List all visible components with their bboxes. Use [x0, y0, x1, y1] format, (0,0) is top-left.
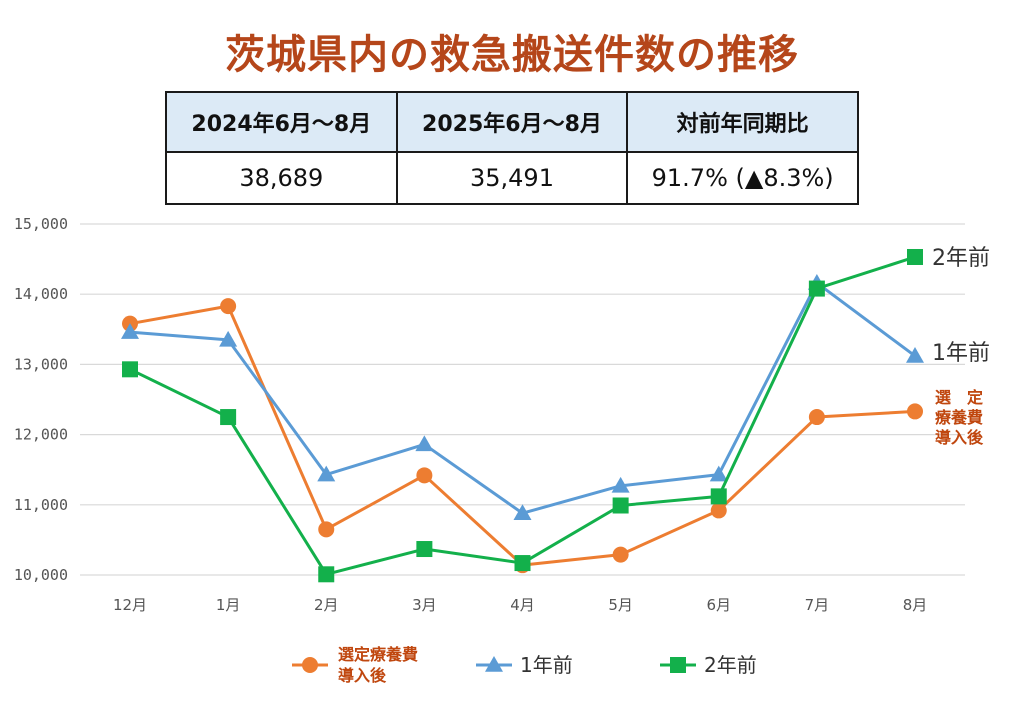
- summary-header-2025: 2025年6月～8月: [395, 91, 629, 153]
- data-point-circle: [416, 467, 433, 484]
- x-axis-ticks: 12月 1月 2月 3月 4月 5月 6月 7月 8月: [113, 596, 927, 614]
- legend-label-1year: 1年前: [520, 653, 573, 677]
- data-point-circle: [808, 409, 825, 426]
- data-point-circle: [220, 298, 237, 315]
- summary-header-ratio: 対前年同期比: [626, 91, 859, 153]
- summary-value-ratio: 91.7% (▲8.3%): [626, 151, 859, 205]
- data-point-triangle: [513, 504, 532, 520]
- summary-table: 2024年6月～8月 2025年6月～8月 対前年同期比 38,689 35,4…: [165, 91, 859, 205]
- data-point-square: [670, 657, 686, 673]
- data-point-circle: [318, 521, 335, 538]
- data-point-square: [808, 280, 825, 297]
- legend-label-after-introduction: 選定療養費: [338, 645, 418, 664]
- end-label-1year: 1年前: [932, 341, 990, 366]
- data-point-triangle: [415, 435, 434, 452]
- data-point-square: [612, 497, 629, 514]
- x-tick-label: 5月: [608, 596, 633, 614]
- data-point-square: [514, 555, 531, 572]
- series-line: [129, 281, 916, 515]
- end-label-after-introduction: 選 定: [935, 388, 983, 407]
- x-tick-label: 3月: [412, 596, 437, 614]
- data-point-triangle: [317, 465, 336, 482]
- end-label-2years: 2年前: [932, 246, 990, 271]
- y-axis-ticks: 10,000 11,000 12,000 13,000 14,000 15,000: [14, 215, 68, 584]
- data-point-triangle: [709, 465, 728, 482]
- data-point-triangle: [121, 323, 139, 339]
- series-line: [129, 255, 916, 576]
- end-label-after-introduction: 療養費: [935, 408, 983, 427]
- summary-value-row: 38,689 35,491 91.7% (▲8.3%): [165, 151, 859, 205]
- y-tick-label: 12,000: [14, 426, 68, 444]
- x-tick-label: 8月: [903, 596, 928, 614]
- series-circle: [122, 298, 923, 574]
- data-point-circle: [907, 403, 923, 420]
- y-tick-label: 15,000: [14, 215, 68, 233]
- data-point-circle: [612, 546, 629, 563]
- x-tick-label: 12月: [113, 596, 147, 614]
- data-point-circle: [302, 657, 318, 673]
- data-point-triangle: [611, 476, 630, 493]
- end-label-after-introduction: 導入後: [935, 428, 984, 447]
- x-tick-label: 4月: [510, 596, 535, 614]
- summary-value-2024: 38,689: [165, 151, 398, 205]
- series-line: [129, 304, 916, 567]
- y-tick-label: 11,000: [14, 496, 68, 514]
- x-tick-label: 1月: [216, 596, 241, 614]
- data-point-square: [122, 361, 138, 378]
- data-point-triangle: [906, 346, 924, 363]
- data-point-triangle: [219, 330, 238, 347]
- data-point-triangle: [485, 656, 503, 672]
- x-tick-label: 7月: [805, 596, 830, 614]
- y-tick-label: 13,000: [14, 355, 68, 373]
- series-triangle: [121, 273, 924, 520]
- data-point-square: [710, 488, 727, 505]
- summary-header-row: 2024年6月～8月 2025年6月～8月 対前年同期比: [165, 91, 859, 153]
- grid-lines: [80, 223, 965, 576]
- data-point-square: [907, 248, 923, 265]
- data-point-square: [416, 541, 433, 558]
- x-tick-label: 6月: [706, 596, 731, 614]
- legend-label-after-introduction: 導入後: [338, 666, 387, 685]
- series-lines: [121, 248, 924, 583]
- summary-value-2025: 35,491: [395, 151, 629, 205]
- series-square: [122, 248, 923, 583]
- x-tick-label: 2月: [314, 596, 339, 614]
- summary-header-2024: 2024年6月～8月: [165, 91, 398, 153]
- y-tick-label: 14,000: [14, 285, 68, 303]
- data-point-circle: [710, 502, 727, 519]
- data-point-square: [318, 566, 335, 583]
- chart-title: 茨城県内の救急搬送件数の推移: [225, 32, 799, 78]
- legend-label-2years: 2年前: [704, 653, 757, 677]
- data-point-square: [220, 409, 237, 426]
- y-tick-label: 10,000: [14, 566, 68, 584]
